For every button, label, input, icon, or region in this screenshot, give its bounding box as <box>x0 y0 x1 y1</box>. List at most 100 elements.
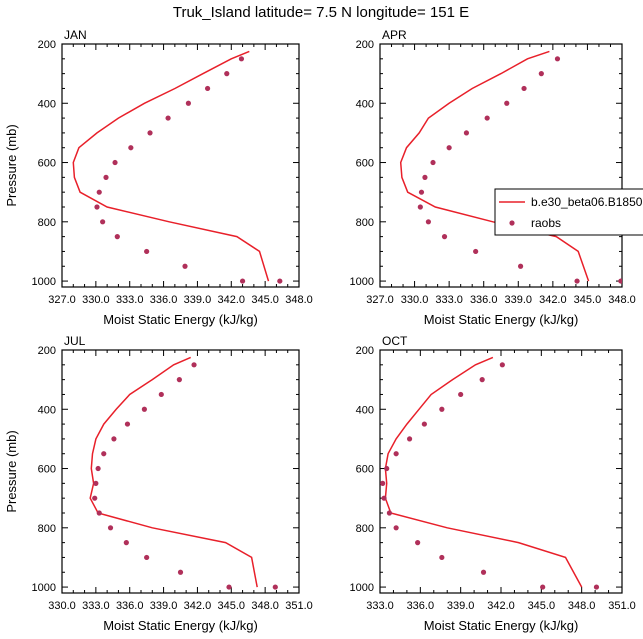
y-tick-label: 600 <box>38 158 56 170</box>
raobs-point <box>128 145 134 151</box>
x-tick-label: 348.0 <box>285 294 313 306</box>
raobs-point <box>421 421 427 427</box>
y-tick-label: 800 <box>38 217 56 229</box>
y-tick-label: 400 <box>38 98 56 110</box>
x-tick-label: 342.0 <box>487 600 515 612</box>
x-tick-label: 336.0 <box>407 600 435 612</box>
raobs-point <box>381 495 387 501</box>
x-tick-label: 345.0 <box>218 600 246 612</box>
raobs-point <box>393 451 399 457</box>
panel-label: OCT <box>382 334 408 348</box>
y-tick-label: 1000 <box>32 582 56 594</box>
raobs-point <box>224 71 230 77</box>
raobs-point <box>422 174 428 180</box>
y-tick-label: 800 <box>38 523 56 535</box>
raobs-point <box>100 219 106 225</box>
y-tick-label: 800 <box>356 217 374 229</box>
raobs-point <box>439 406 445 412</box>
raobs-point <box>144 248 150 255</box>
raobs-point <box>554 56 561 62</box>
y-axis-title: Pressure (mb) <box>4 430 19 512</box>
raobs-point <box>384 465 390 472</box>
plot-area <box>399 50 622 284</box>
raobs-point <box>479 377 485 383</box>
raobs-point <box>103 174 109 180</box>
raobs-point <box>425 219 431 225</box>
y-tick-label: 800 <box>356 523 374 535</box>
x-tick-label: 339.0 <box>150 600 178 612</box>
series-line-model <box>384 356 583 588</box>
raobs-point <box>165 115 171 121</box>
panel-jan: JAN 327.0 330.0 333.0 336.0 339.0 342.0 345.0 34… <box>4 28 313 327</box>
raobs-point <box>380 480 386 486</box>
plot-frame <box>61 349 300 594</box>
x-tick-label: 348.0 <box>251 600 279 612</box>
x-tick-label: 345.0 <box>528 600 556 612</box>
legend-label-raobs: raobs <box>531 216 561 230</box>
raobs-point <box>96 510 102 516</box>
x-tick-label: 348.0 <box>568 600 596 612</box>
x-tick-label: 333.0 <box>366 600 394 612</box>
raobs-point <box>272 584 278 590</box>
raobs-point <box>95 465 101 472</box>
raobs-point <box>123 540 129 546</box>
x-tick-label: 345.0 <box>574 294 602 306</box>
raobs-point <box>124 421 131 427</box>
raobs-point <box>94 204 100 210</box>
raobs-point <box>540 584 546 590</box>
raobs-point <box>176 377 182 383</box>
raobs-point <box>114 234 120 240</box>
plot-area <box>380 356 600 590</box>
legend-box <box>494 188 643 236</box>
raobs-point <box>107 525 114 531</box>
raobs-point <box>96 189 102 195</box>
x-tick-label: 330.0 <box>82 294 110 306</box>
raobs-point <box>618 278 622 284</box>
x-tick-label: 339.0 <box>184 294 212 306</box>
raobs-point <box>473 248 479 255</box>
x-tick-label: 333.0 <box>82 600 110 612</box>
plot-frame <box>61 43 300 288</box>
raobs-point <box>393 525 399 531</box>
raobs-point <box>147 130 153 136</box>
raobs-point <box>182 263 188 269</box>
x-tick-label: 330.0 <box>48 600 76 612</box>
x-tick-label: 345.0 <box>251 294 279 306</box>
x-tick-label: 327.0 <box>48 294 76 306</box>
x-tick-label: 339.0 <box>447 600 475 612</box>
main-title: Truk_Island latitude= 7.5 N longitude= 1… <box>173 4 469 21</box>
raobs-point <box>484 115 490 121</box>
raobs-point <box>521 85 527 92</box>
panel-label: JAN <box>64 28 87 42</box>
x-tick-label: 336.0 <box>470 294 498 306</box>
panel-label: JUL <box>64 334 86 348</box>
x-tick-label: 336.0 <box>150 294 178 306</box>
raobs-point <box>191 362 197 368</box>
raobs-point <box>458 391 464 398</box>
raobs-point <box>538 71 544 77</box>
raobs-point <box>239 278 246 284</box>
raobs-point <box>406 436 413 442</box>
x-tick-label: 336.0 <box>116 600 144 612</box>
panel-apr: APR 327.0 330.0 333.0 336.0 339.0 342.0 345.0 34… <box>350 28 636 327</box>
y-tick-label: 1000 <box>350 276 374 288</box>
x-tick-label: 339.0 <box>505 294 533 306</box>
raobs-point <box>446 145 452 151</box>
plot-frame <box>379 43 623 288</box>
y-tick-label: 400 <box>356 404 374 416</box>
raobs-point <box>238 56 245 62</box>
raobs-point <box>463 130 470 136</box>
raobs-point <box>480 569 487 575</box>
raobs-point <box>504 100 510 106</box>
raobs-point <box>415 540 421 546</box>
x-tick-label: 351.0 <box>285 600 313 612</box>
x-axis-title: Moist Static Energy (kJ/kg) <box>103 618 258 633</box>
raobs-point <box>277 278 283 284</box>
raobs-point <box>111 436 117 442</box>
panel-oct: OCT 333.0 336.0 339.0 342.0 345.0 348.0 351.0 20… <box>350 334 636 633</box>
y-tick-label: 400 <box>38 404 56 416</box>
raobs-point <box>112 159 118 166</box>
raobs-point <box>185 100 191 106</box>
